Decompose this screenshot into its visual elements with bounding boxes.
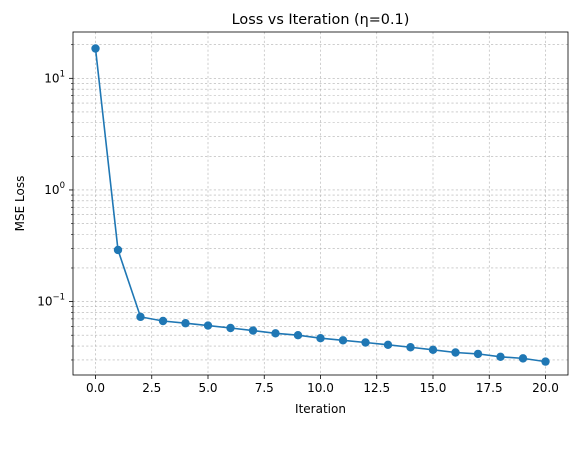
x-tick-label: 12.5 [363,381,390,395]
data-point [136,312,145,322]
ticks: 0.0 2.5 5.0 7.5 10.0 12.5 15.0 17.5 20.0 10−1 100 1… [37,44,559,395]
data-point [271,329,280,338]
y-tick-label: 10−1 [37,293,65,309]
y-tick-label: 100 [44,181,65,197]
data-point [113,245,123,255]
data-point [158,316,168,326]
x-tick-label: 2.5 [142,381,161,395]
data-point [451,348,460,357]
x-tick-label: 7.5 [255,381,274,395]
y-tick-label: 101 [44,69,65,85]
x-axis-label: Iteration [295,402,346,416]
data-point [496,352,505,362]
x-tick-label: 20.0 [532,381,559,395]
x-tick-label: 10.0 [307,381,334,395]
data-point [226,323,235,333]
x-tick-label: 5.0 [198,381,217,395]
x-tick-label: 17.5 [476,381,503,395]
data-point [428,345,438,354]
x-tick-label: 15.0 [420,381,447,395]
data-point [316,333,325,343]
data-point [518,354,528,363]
data-point [338,336,348,345]
data-point [383,340,393,350]
data-point [181,319,190,328]
x-tick-label: 0.0 [86,381,105,395]
chart-title: Loss vs Iteration (η=0.1) [232,12,410,28]
data-point [248,326,258,335]
grid [73,32,568,375]
series-layer [91,44,550,366]
data-point [203,321,213,330]
data-point [406,343,415,352]
data-point [91,44,100,53]
y-axis-label: MSE Loss [13,176,27,232]
data-point [361,338,370,347]
data-point [293,330,303,340]
data-point [541,357,550,366]
data-point [473,349,483,359]
